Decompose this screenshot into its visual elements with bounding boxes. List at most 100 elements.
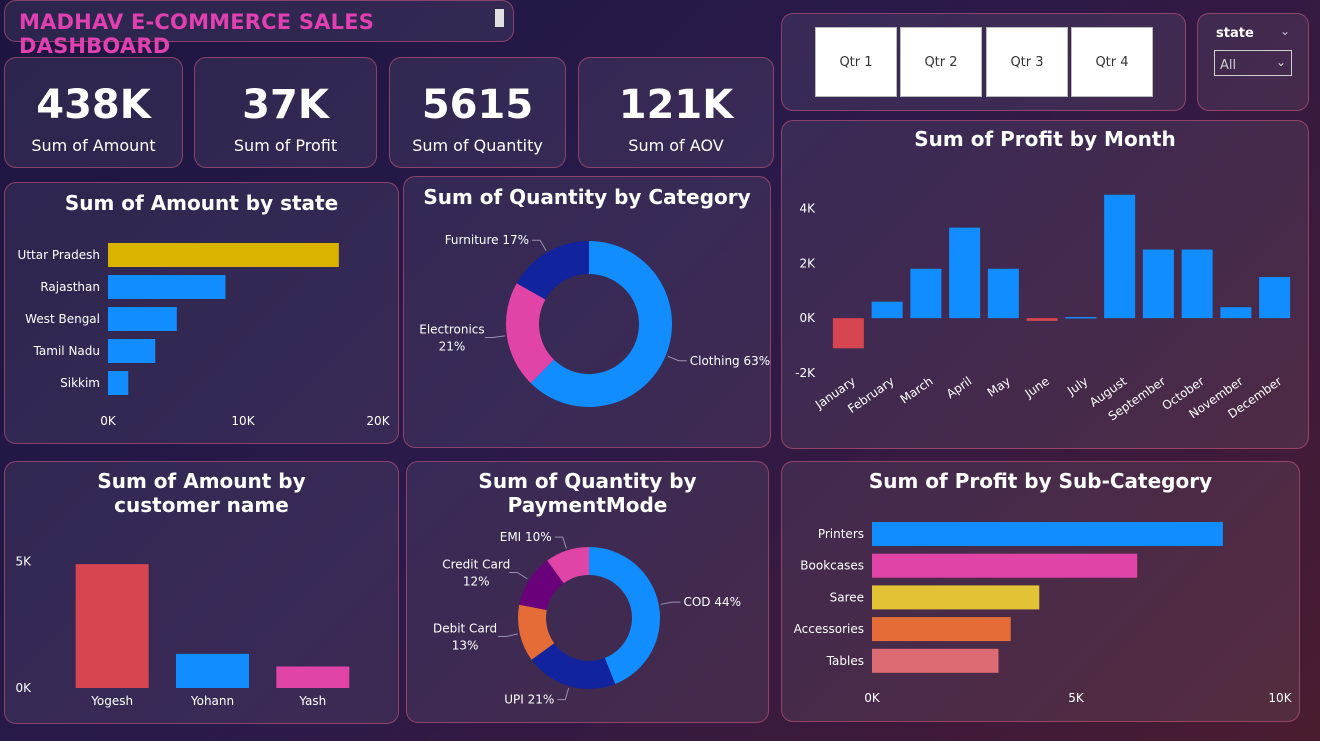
bar [176, 653, 249, 688]
x-tick-label: 10K [231, 414, 255, 428]
x-tick-label: 20K [366, 414, 390, 428]
dashboard-title: MADHAV E-COMMERCE SALES DASHBOARD [19, 10, 375, 58]
leader-line [554, 536, 567, 549]
chevron-up-icon[interactable]: ⌄ [1279, 24, 1290, 38]
bar [1142, 249, 1174, 319]
quantity-by-paymentmode-plot: COD 44% UPI 21% Debit Card 13% Credit Card 12… [433, 530, 741, 706]
chart-title: Sum of Profit by Month [914, 127, 1176, 151]
y-tick-label: -2K [795, 366, 816, 380]
y-tick-label: 5K [15, 555, 32, 569]
profit-by-subcategory-plot: Printers Bookcases Saree Accessories Tables 0… [794, 522, 1293, 705]
dashboard-title-card: MADHAV E-COMMERCE SALES DASHBOARD [4, 0, 514, 58]
donut-slice [518, 604, 555, 660]
state-slicer-label: state [1216, 26, 1254, 41]
bar [1220, 307, 1252, 319]
kpi-label: Sum of Profit [233, 136, 338, 155]
bar [108, 275, 226, 299]
donut-slice [531, 643, 616, 689]
x-tick-label: 10K [1268, 691, 1292, 705]
slice-label: Electronics [419, 323, 484, 337]
chart-title: Sum of Profit by Sub-Category [868, 469, 1213, 493]
bar [872, 617, 1011, 642]
y-tick-label: 2K [799, 256, 816, 270]
leader-line [660, 601, 681, 605]
category-label: West Bengal [25, 312, 100, 326]
bar [987, 268, 1019, 319]
bar [1065, 317, 1097, 319]
bar [1026, 318, 1058, 321]
x-tick-label: 0K [100, 414, 117, 428]
category-label: Bookcases [800, 559, 864, 573]
kpi-label: Sum of Quantity [412, 136, 543, 155]
bar [949, 227, 981, 319]
category-label: Uttar Pradesh [18, 248, 100, 262]
qtr-3-button[interactable]: Qtr 3 [986, 27, 1068, 97]
quantity-by-category-plot: Clothing 63% Electronics 21% Furniture 17% [419, 233, 770, 407]
kpi-label: Sum of AOV [628, 136, 724, 155]
donut-slice [516, 241, 589, 300]
kpi-card-amount: 438K Sum of Amount [4, 57, 183, 168]
x-tick-label: March [898, 374, 936, 406]
slice-label: 12% [463, 574, 490, 588]
category-label: Rajasthan [40, 280, 100, 294]
kpi-card-quantity: 5615 Sum of Quantity [389, 57, 566, 168]
chart-amount-by-customer: Sum of Amount by customer name 0K 5K Yoges… [4, 461, 399, 724]
leader-line [557, 687, 570, 701]
x-tick-label: April [944, 374, 975, 401]
slice-label: COD 44% [683, 595, 741, 609]
x-tick-label: July [1064, 374, 1091, 398]
bar [910, 268, 942, 319]
slice-label: Credit Card [442, 557, 510, 571]
leader-line [532, 239, 547, 251]
kpi-value: 37K [242, 82, 329, 128]
slice-label: Clothing 63% [690, 354, 770, 368]
bar [108, 243, 339, 267]
qtr-2-button[interactable]: Qtr 2 [900, 27, 982, 97]
y-tick-label: 0K [15, 681, 32, 695]
chart-quantity-by-paymentmode: Sum of Quantity by PaymentMode COD 44% UP… [406, 461, 769, 723]
bar [75, 564, 149, 688]
kpi-card-aov: 121K Sum of AOV [578, 57, 774, 168]
slice-label: Furniture 17% [445, 233, 529, 247]
bar [1181, 249, 1213, 319]
leader-line [509, 571, 528, 580]
kpi-value: 5615 [421, 82, 534, 128]
bar [872, 585, 1040, 610]
slice-label: 21% [439, 340, 466, 354]
kpi-label: Sum of Amount [31, 136, 156, 155]
qtr-4-button[interactable]: Qtr 4 [1071, 27, 1153, 97]
kpi-value: 438K [36, 82, 151, 128]
x-tick-label: May [985, 374, 1013, 400]
state-slicer: state ⌄ All ⌄ [1197, 13, 1309, 111]
state-dropdown-value: All [1220, 58, 1237, 73]
leader-line [484, 335, 505, 339]
chart-title: Sum of Quantity by Category [423, 185, 751, 209]
x-tick-label: June [1022, 374, 1052, 401]
category-label: Tables [826, 654, 864, 668]
leader-line [667, 355, 687, 362]
x-tick-label: 5K [1068, 691, 1085, 705]
y-tick-label: 4K [799, 201, 816, 215]
state-dropdown[interactable]: All ⌄ [1214, 50, 1292, 76]
bar [1259, 277, 1291, 319]
qtr-1-button[interactable]: Qtr 1 [815, 27, 897, 97]
donut-slice [519, 560, 564, 610]
x-tick-label: Yohann [190, 694, 234, 708]
bar [108, 307, 177, 331]
amount-by-state-plot: Uttar Pradesh Rajasthan West Bengal Tamil N… [18, 243, 391, 428]
slice-label: EMI 10% [500, 530, 552, 544]
title-decoration-icon [495, 9, 504, 27]
x-tick-label: 0K [864, 691, 881, 705]
chart-title: Sum of Quantity by PaymentMode [478, 469, 697, 517]
bar [872, 648, 999, 673]
x-tick-label: Yash [298, 694, 326, 708]
category-label: Tamil Nadu [33, 344, 100, 358]
bar [108, 339, 156, 363]
chevron-down-icon: ⌄ [1275, 55, 1286, 69]
bar [832, 318, 864, 349]
x-tick-label: Yogesh [90, 694, 133, 708]
category-label: Accessories [794, 622, 864, 636]
bar [872, 522, 1223, 546]
category-label: Sikkim [60, 376, 100, 390]
